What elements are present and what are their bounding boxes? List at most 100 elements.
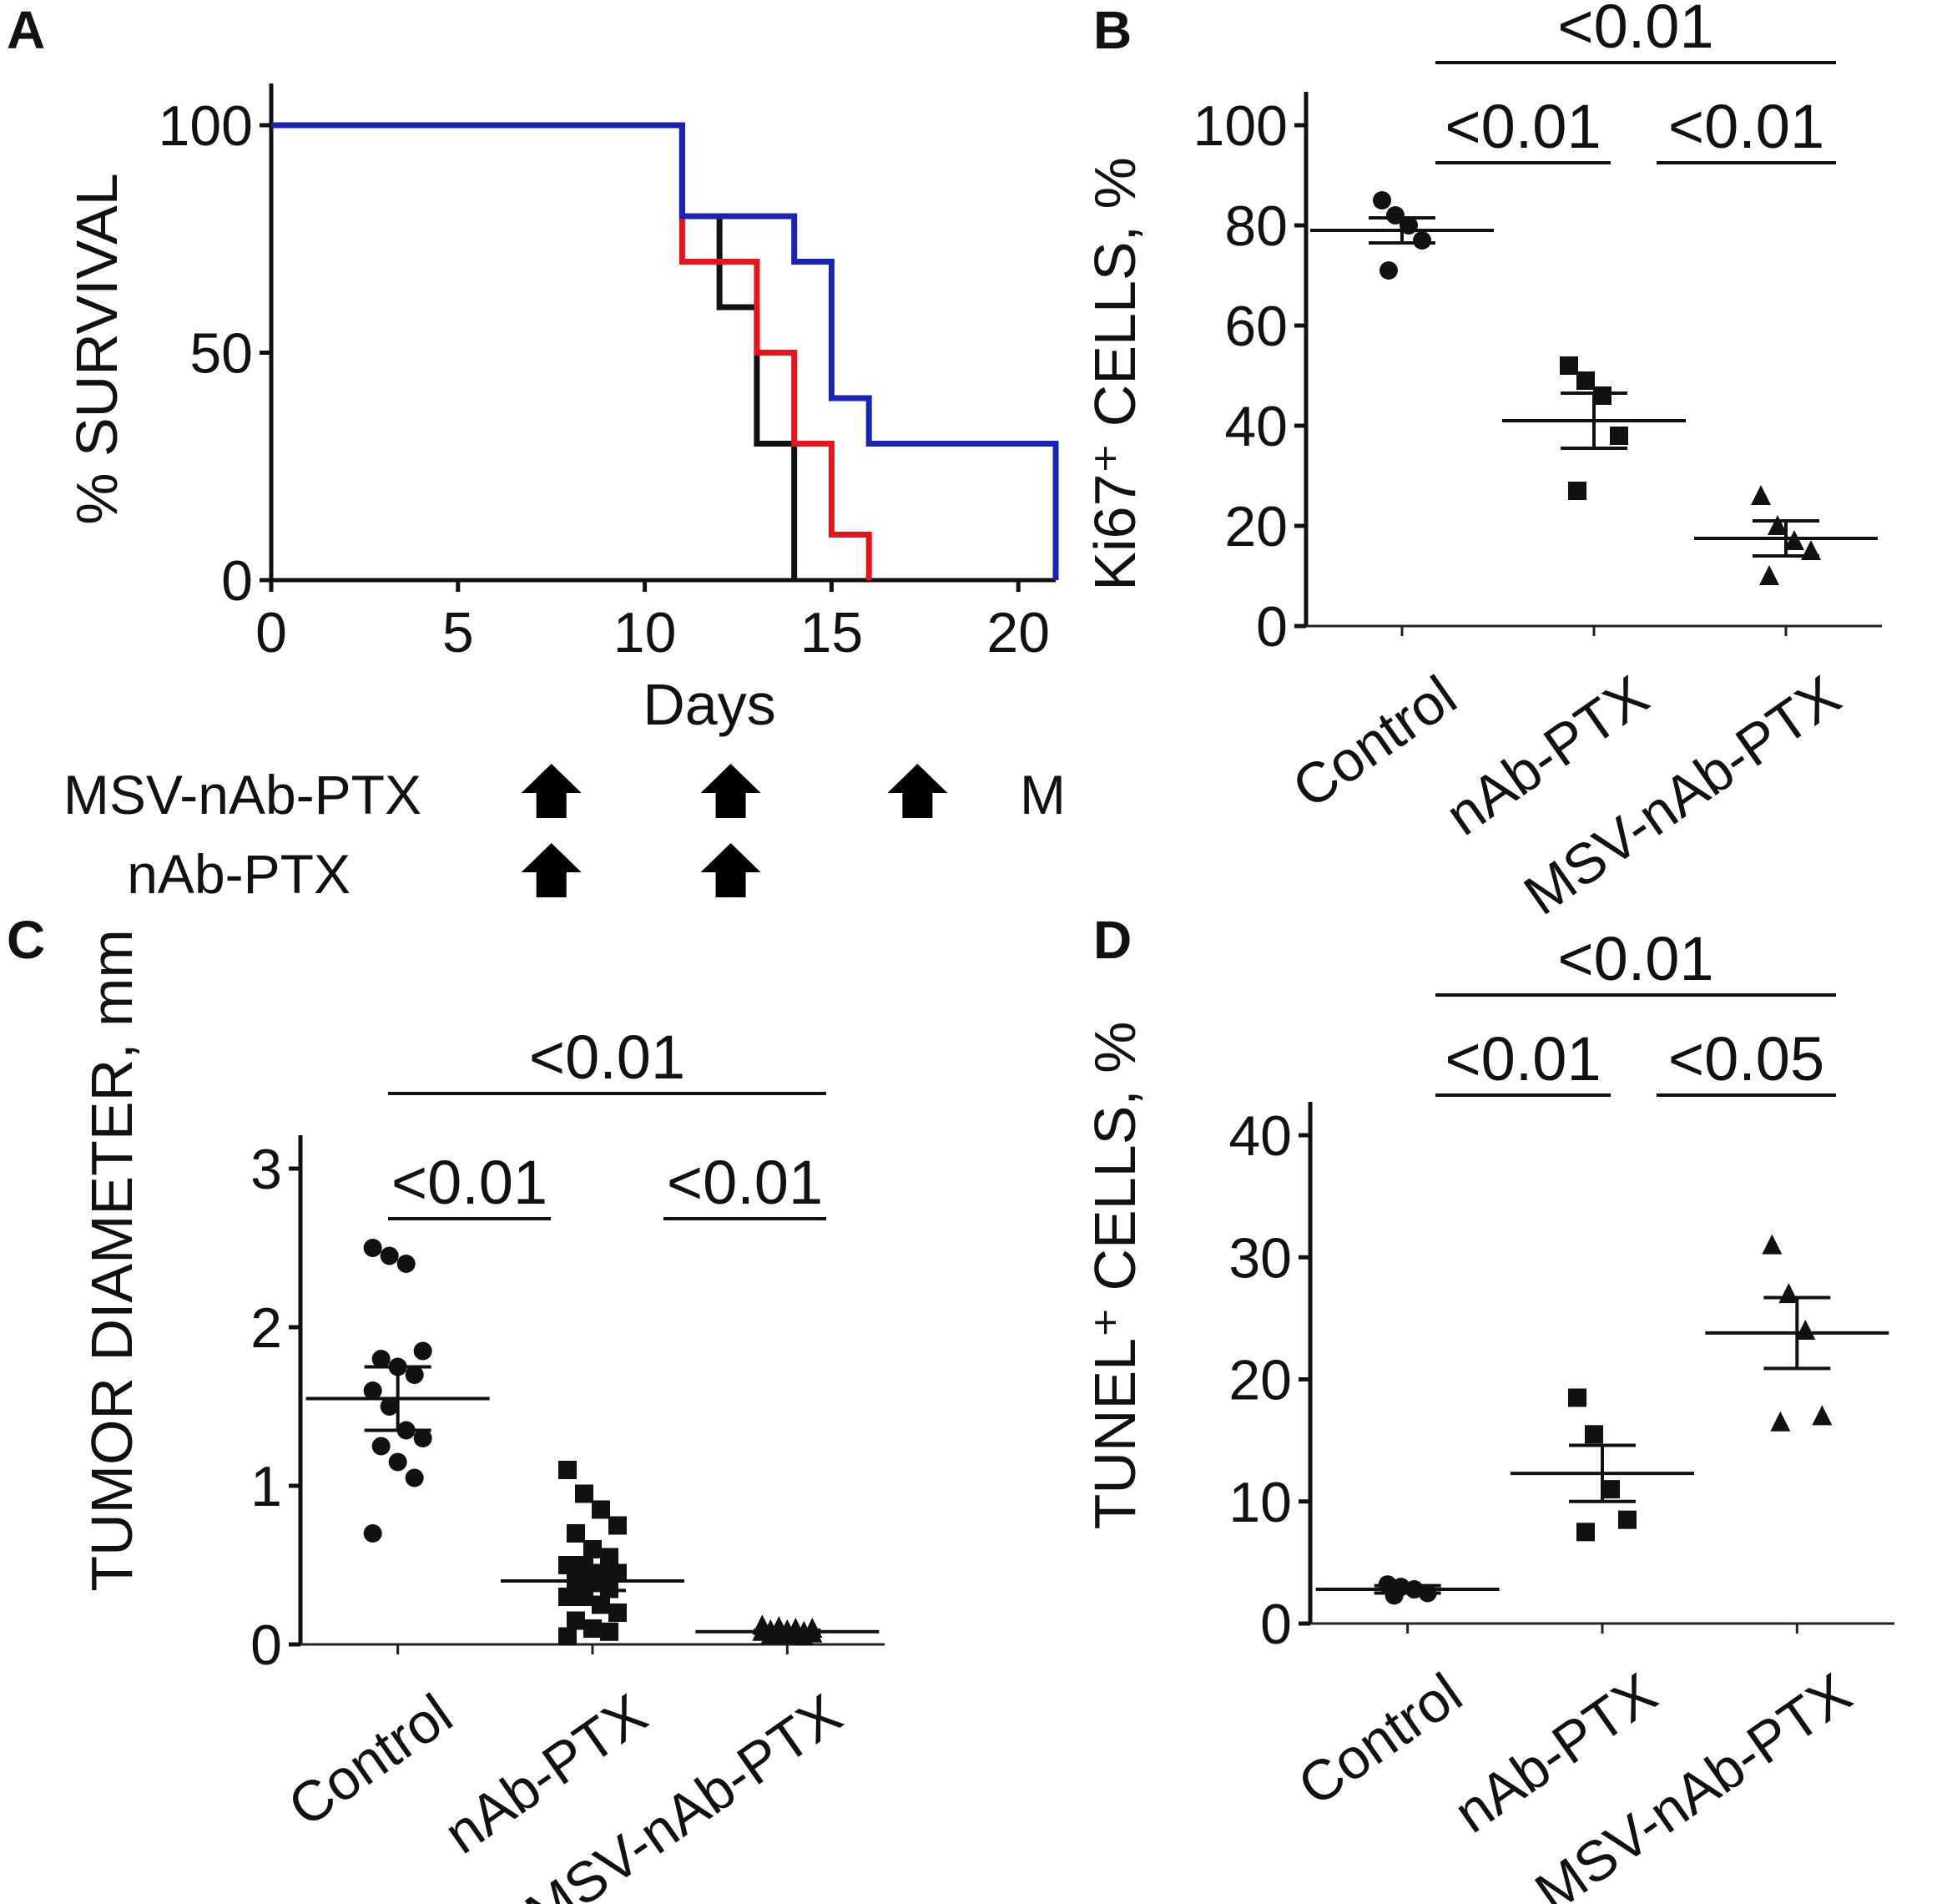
panel-b-y-tick-label: 40 xyxy=(1224,395,1288,458)
survival-curve-msv-nab-ptx xyxy=(271,122,1059,580)
data-point xyxy=(380,1246,399,1265)
data-point xyxy=(794,1625,815,1646)
arrow-up-icon xyxy=(700,843,761,897)
data-point xyxy=(583,1619,602,1638)
panel-c-y-tick-label: 1 xyxy=(250,1455,282,1518)
data-point xyxy=(1768,515,1788,535)
panel-c-tumor-diameter-chart: TUMOR DIAMETER, mm 0123ControlnAb-PTXMSV… xyxy=(79,929,885,1904)
data-point xyxy=(1373,191,1391,210)
panel-d-y-tick-label: 0 xyxy=(1260,1593,1292,1656)
data-point xyxy=(396,1255,416,1273)
panel-c-y-tick-label: 0 xyxy=(250,1614,282,1677)
data-point xyxy=(608,1604,627,1622)
data-point xyxy=(363,1381,382,1400)
survival-curve-control xyxy=(271,122,798,580)
data-point xyxy=(1770,1411,1791,1432)
schedule-label-nab-ptx: nAb-PTX xyxy=(127,843,351,905)
panel-b-x-tick-label: MSV-nAb-PTX xyxy=(1513,664,1852,927)
panel-a-x-tick-label: 0 xyxy=(255,601,287,664)
data-point xyxy=(592,1595,610,1614)
data-point xyxy=(558,1588,577,1606)
data-point xyxy=(558,1627,577,1646)
panel-b-y-tick-label: 0 xyxy=(1256,595,1288,659)
data-point xyxy=(575,1588,593,1606)
panel-a-survival-chart: % SURVIVAL Days 0 50 100 0 5 10 15 20 xyxy=(64,83,1059,737)
data-point xyxy=(413,1429,432,1447)
panel-b-y-tick-label: 80 xyxy=(1224,194,1288,258)
panel-c-y-tick-label: 2 xyxy=(250,1296,282,1360)
panel-b-y-tick-label: 60 xyxy=(1224,295,1288,358)
data-point xyxy=(1560,356,1578,375)
data-point xyxy=(600,1622,618,1641)
data-point xyxy=(371,1350,391,1368)
panel-b-ki67-chart: Ki67⁺ CELLS, % 020406080100ControlnAb-PT… xyxy=(1082,0,1882,927)
treatment-schedule: MSV-nAb-PTX nAb-PTX M xyxy=(63,764,1066,905)
data-point xyxy=(405,1366,424,1384)
panel-c-y-tick-label: 3 xyxy=(250,1138,282,1201)
schedule-trailing-mark: M xyxy=(1020,764,1066,826)
data-point xyxy=(1576,1523,1595,1542)
arrow-up-icon xyxy=(700,764,761,818)
panel-d-y-tick-label: 20 xyxy=(1228,1349,1292,1412)
data-point xyxy=(405,1468,424,1487)
arrow-up-icon xyxy=(521,764,582,818)
data-point xyxy=(1568,1388,1586,1407)
data-point xyxy=(575,1556,593,1574)
panel-a-x-tick-label: 5 xyxy=(442,601,474,664)
p-value-label: <0.01 xyxy=(1557,0,1713,61)
data-point xyxy=(567,1611,585,1630)
data-point xyxy=(1762,1234,1783,1255)
data-point xyxy=(1413,231,1431,250)
panel-b-y-tick-label: 20 xyxy=(1224,495,1288,558)
data-point xyxy=(363,1524,382,1543)
data-point xyxy=(1576,371,1595,390)
panel-a-y-tick-label: 100 xyxy=(159,94,253,158)
p-value-label: <0.01 xyxy=(1445,92,1601,161)
data-point xyxy=(1812,1405,1833,1426)
data-point xyxy=(1568,482,1586,500)
p-value-label: <0.01 xyxy=(1668,92,1824,161)
arrow-up-icon xyxy=(521,843,582,897)
p-value-label: <0.05 xyxy=(1668,1024,1824,1093)
data-point xyxy=(1795,1320,1816,1340)
data-point xyxy=(371,1437,391,1456)
panel-a-x-axis-title: Days xyxy=(643,672,775,737)
p-value-label: <0.01 xyxy=(1445,1024,1601,1093)
panel-b-y-axis-title: Ki67⁺ CELLS, % xyxy=(1082,157,1147,590)
panel-letter-a: A xyxy=(7,0,45,60)
panel-b-y-tick-label: 100 xyxy=(1193,94,1288,158)
data-point xyxy=(1751,485,1771,505)
data-point xyxy=(1601,1480,1620,1499)
p-value-label: <0.01 xyxy=(1557,924,1713,993)
panel-letter-d: D xyxy=(1093,910,1132,970)
data-point xyxy=(1379,261,1398,280)
data-point xyxy=(558,1556,577,1574)
schedule-label-msv-nab-ptx: MSV-nAb-PTX xyxy=(63,764,421,826)
panel-d-y-axis-title: TUNEL⁺ CELLS, % xyxy=(1082,1022,1147,1530)
panel-d-tunel-chart: TUNEL⁺ CELLS, % 010203040ControlnAb-PTXM… xyxy=(1082,924,1894,1904)
survival-curve-nab-ptx xyxy=(271,122,872,580)
data-point xyxy=(1759,565,1779,585)
panel-d-x-tick-label: MSV-nAb-PTX xyxy=(1524,1661,1863,1904)
data-point xyxy=(1593,386,1611,405)
data-point xyxy=(567,1524,585,1543)
arrow-up-icon xyxy=(887,764,948,818)
data-point xyxy=(1386,206,1405,225)
panel-letter-c: C xyxy=(7,910,45,970)
p-value-label: <0.01 xyxy=(391,1148,547,1217)
data-point xyxy=(380,1397,399,1416)
panel-a-y-tick-label: 0 xyxy=(221,549,253,613)
panel-d-y-tick-label: 10 xyxy=(1228,1471,1292,1534)
panel-d-y-tick-label: 30 xyxy=(1228,1226,1292,1290)
panel-a-y-tick-label: 50 xyxy=(189,322,253,386)
p-value-label: <0.01 xyxy=(667,1148,823,1217)
data-point xyxy=(558,1461,577,1479)
data-point xyxy=(600,1548,618,1567)
data-point xyxy=(1618,1510,1637,1529)
panel-d-y-tick-label: 40 xyxy=(1228,1104,1292,1168)
panel-c-y-axis-title: TUMOR DIAMETER, mm xyxy=(79,929,144,1591)
data-point xyxy=(583,1540,602,1558)
data-point xyxy=(575,1484,593,1503)
data-point xyxy=(608,1516,627,1535)
